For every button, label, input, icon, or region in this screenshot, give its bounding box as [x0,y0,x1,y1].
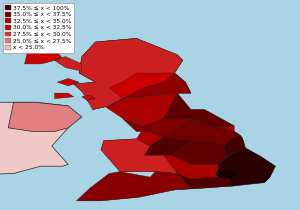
Polygon shape [82,95,95,100]
Legend: 37.5% ≤ x < 100%, 35.0% ≤ x < 37.5%, 32.5% ≤ x < 35.0%, 30.0% ≤ x < 32.5%, 27.5%: 37.5% ≤ x < 100%, 35.0% ≤ x < 37.5%, 32.… [3,3,74,53]
Polygon shape [55,93,74,99]
Polygon shape [218,148,275,186]
Polygon shape [150,119,243,146]
Polygon shape [57,79,79,86]
Polygon shape [8,102,82,131]
Polygon shape [76,91,275,201]
Polygon shape [0,102,68,175]
Polygon shape [123,119,191,137]
Polygon shape [175,173,232,190]
Polygon shape [145,137,191,155]
Polygon shape [76,172,191,201]
Polygon shape [25,47,63,64]
Polygon shape [224,135,245,155]
Polygon shape [74,38,191,110]
Polygon shape [215,170,240,179]
Polygon shape [74,38,183,110]
Polygon shape [101,139,177,173]
Polygon shape [109,73,191,106]
Polygon shape [55,57,82,71]
Polygon shape [172,141,232,164]
Polygon shape [164,93,235,128]
